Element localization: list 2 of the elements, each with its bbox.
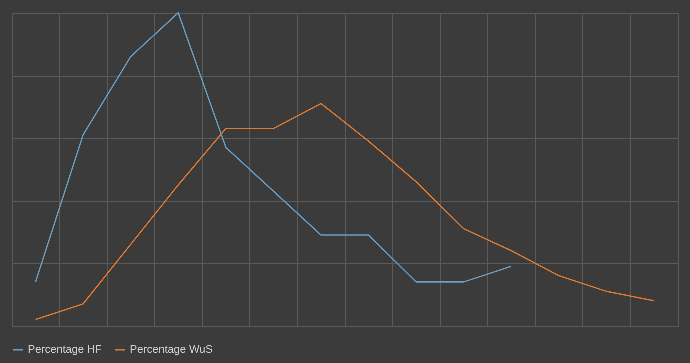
- legend-label: Percentage WuS: [130, 344, 213, 356]
- legend-label: Percentage HF: [28, 344, 102, 356]
